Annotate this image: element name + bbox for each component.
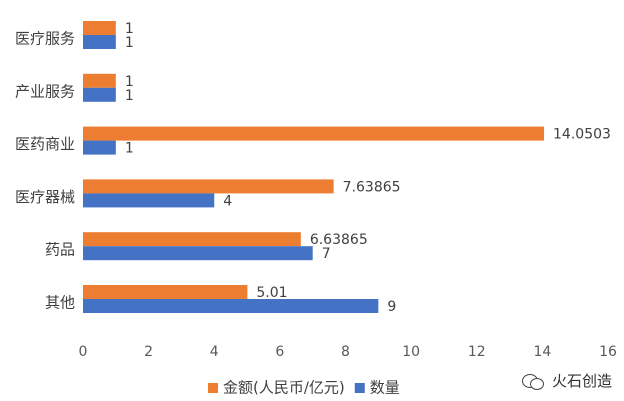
data-label: 6.63865 xyxy=(310,232,368,248)
data-label: 1 xyxy=(125,21,134,37)
legend: 金额(人民币/亿元) 数量 xyxy=(208,379,400,397)
data-label: 1 xyxy=(125,74,134,90)
x-tick-label: 6 xyxy=(275,344,284,360)
x-tick-label: 14 xyxy=(533,344,551,360)
bars-group xyxy=(83,21,545,313)
category-label: 产业服务 xyxy=(15,82,75,100)
x-tick-label: 4 xyxy=(210,344,219,360)
data-label: 14.0503 xyxy=(553,127,611,143)
x-tick-label: 10 xyxy=(402,344,420,360)
count-bar xyxy=(83,87,116,102)
x-tick-label: 16 xyxy=(599,344,617,360)
count-bar xyxy=(83,299,379,313)
amount-bar xyxy=(83,73,116,88)
x-axis-ticks: 0 2 4 6 8 10 12 14 16 xyxy=(79,344,617,360)
wechat-icon xyxy=(521,372,546,390)
amount-bar xyxy=(83,21,116,35)
watermark-text: 火石创造 xyxy=(551,372,612,390)
watermark: 火石创造 xyxy=(521,370,612,391)
x-tick-label: 0 xyxy=(79,344,88,360)
count-bar xyxy=(83,35,116,49)
amount-bar xyxy=(83,179,334,194)
data-label: 5.01 xyxy=(256,285,287,301)
amount-bar xyxy=(83,232,301,247)
data-label: 9 xyxy=(387,299,396,315)
category-label: 医药商业 xyxy=(15,135,75,153)
category-label: 医疗器械 xyxy=(15,188,75,206)
data-label: 1 xyxy=(125,141,134,157)
x-tick-label: 2 xyxy=(144,344,153,360)
category-label: 其他 xyxy=(45,294,75,312)
legend-label: 数量 xyxy=(370,379,400,397)
category-label: 药品 xyxy=(45,241,75,259)
count-bar xyxy=(83,246,313,261)
legend-swatch-count xyxy=(354,383,365,393)
category-label: 医疗服务 xyxy=(15,30,75,48)
count-bar xyxy=(83,140,116,155)
amount-bar xyxy=(83,126,545,141)
data-label: 7.63865 xyxy=(343,179,401,195)
data-label: 4 xyxy=(223,193,232,209)
count-bar xyxy=(83,193,215,208)
data-label: 1 xyxy=(125,88,134,104)
x-tick-label: 8 xyxy=(341,344,350,360)
amount-bar xyxy=(83,285,248,299)
data-label: 7 xyxy=(322,246,331,262)
data-label: 1 xyxy=(125,35,134,51)
x-tick-label: 12 xyxy=(468,344,486,360)
legend-label: 金额(人民币/亿元) xyxy=(223,379,345,397)
legend-swatch-amount xyxy=(208,383,218,393)
